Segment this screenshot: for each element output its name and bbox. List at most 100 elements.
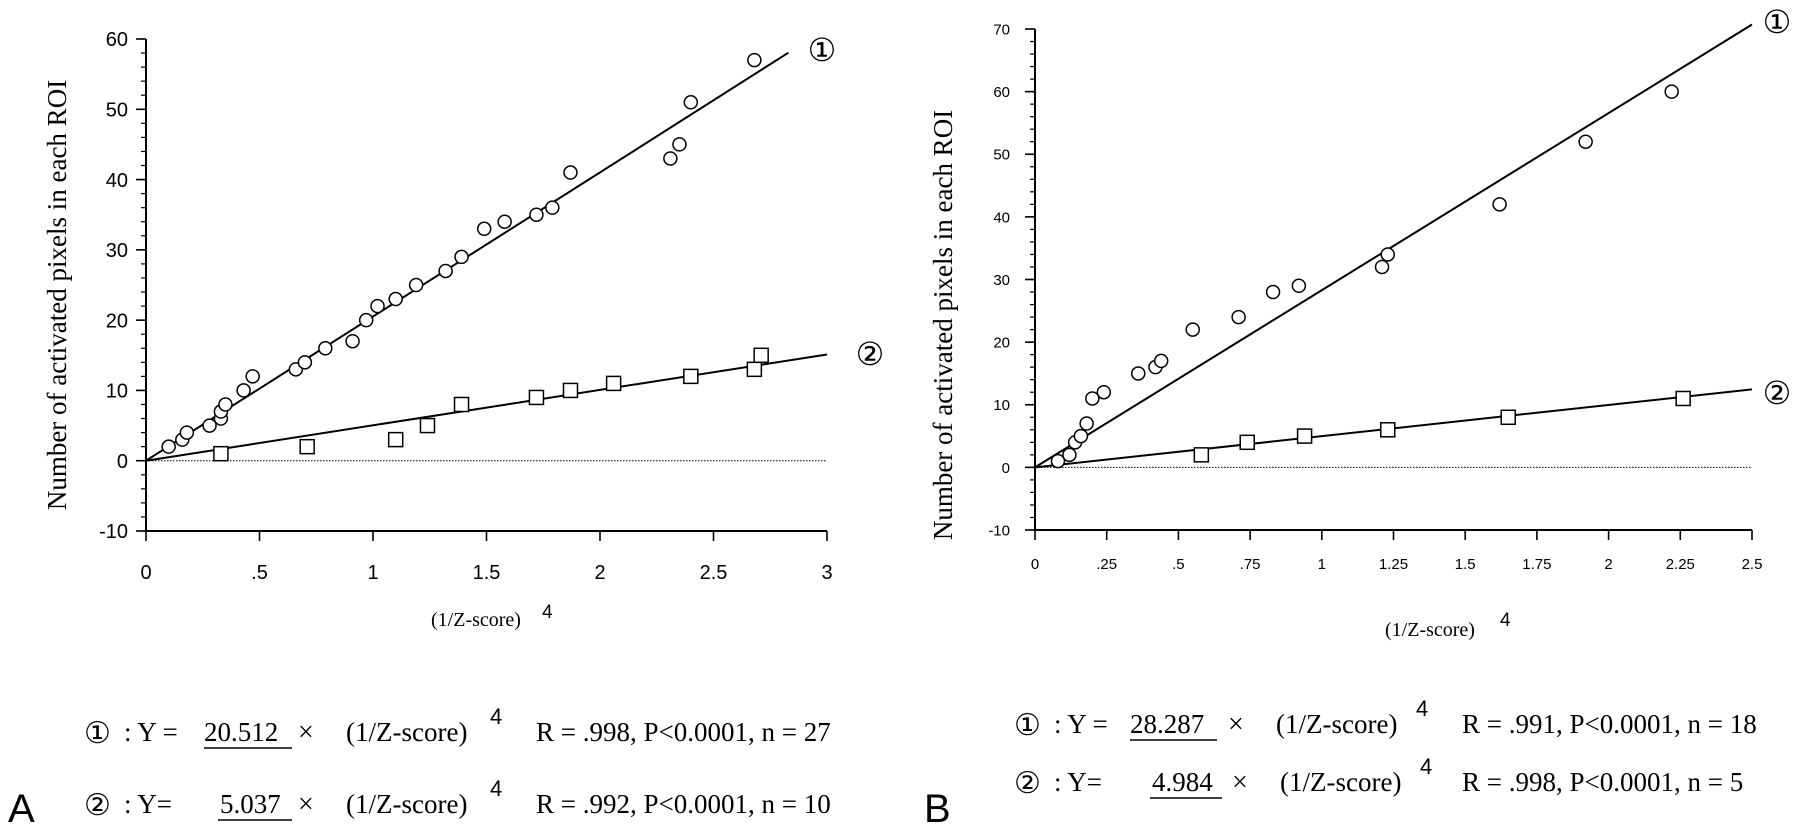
eq-a2-exponent: 4 bbox=[490, 776, 502, 801]
data-point-circle bbox=[1492, 197, 1507, 212]
x-tick-label: 2 bbox=[594, 562, 605, 584]
chart-b-axes bbox=[1025, 28, 1753, 540]
y-tick-label: 20 bbox=[106, 310, 128, 332]
data-point-circle bbox=[497, 214, 512, 229]
x-tick-label: 3 bbox=[821, 562, 832, 584]
x-tick-label: 1 bbox=[1318, 556, 1326, 573]
eq-a1-times: × bbox=[298, 717, 314, 748]
data-point-circle bbox=[345, 333, 360, 349]
data-point-square bbox=[1296, 428, 1313, 444]
chart-a-x-axis-label-exponent: 4 bbox=[542, 602, 553, 623]
y-tick-label: 0 bbox=[117, 451, 128, 473]
data-point-square bbox=[299, 438, 315, 455]
data-point-square bbox=[1380, 422, 1396, 438]
data-point-circle bbox=[1380, 247, 1396, 262]
data-point-square bbox=[528, 389, 545, 406]
eq-a2-coefficient: 5.037 bbox=[220, 789, 281, 819]
eq-b2-times: × bbox=[1232, 767, 1248, 798]
data-point-square bbox=[419, 417, 436, 434]
data-point-square bbox=[453, 396, 470, 413]
data-point-circle bbox=[529, 207, 544, 222]
data-point-circle bbox=[297, 355, 313, 370]
data-point-circle bbox=[161, 439, 176, 454]
data-point-square bbox=[562, 382, 579, 399]
y-tick-label: 20 bbox=[993, 335, 1010, 352]
chart-b-line1-marker: ① bbox=[1763, 4, 1792, 40]
x-tick-label: 1.25 bbox=[1379, 556, 1408, 573]
eq-b2-exponent: 4 bbox=[1420, 754, 1432, 779]
data-point-circle bbox=[245, 369, 260, 384]
chart-b-tick-labels: -10 0 10 20 30 40 50 60 70 0 .25 .5 .75 1 1.25 1.5 1.75 2… bbox=[988, 21, 1762, 573]
chart-a-axes bbox=[136, 38, 828, 541]
data-point-square bbox=[1675, 390, 1691, 407]
x-tick-label: 0 bbox=[140, 562, 151, 584]
data-point-circle bbox=[663, 151, 678, 166]
data-point-square bbox=[746, 361, 763, 378]
data-point-circle bbox=[683, 95, 699, 110]
panel-a-letter: A bbox=[8, 787, 35, 831]
data-point-circle bbox=[454, 249, 469, 265]
y-tick-label: 50 bbox=[993, 147, 1010, 164]
eq-a2-times: × bbox=[298, 789, 314, 820]
data-point-circle bbox=[1096, 384, 1112, 400]
eq-a1-variable: (1/Z-score) bbox=[346, 717, 467, 747]
data-point-circle bbox=[1073, 428, 1089, 444]
chart-a-fit-lines bbox=[145, 51, 828, 462]
chart-a-line2-marker: ② bbox=[856, 336, 885, 372]
data-point-square bbox=[1500, 409, 1516, 426]
y-tick-label: 10 bbox=[106, 381, 128, 403]
x-tick-label: .5 bbox=[251, 562, 268, 584]
x-tick-label: 1.75 bbox=[1522, 556, 1551, 573]
data-point-circle bbox=[408, 277, 424, 293]
data-point-circle bbox=[1062, 447, 1077, 463]
eq-b1-lhs: : Y = bbox=[1054, 709, 1108, 739]
eq-a1-coefficient: 20.512 bbox=[204, 717, 278, 747]
x-tick-label: .25 bbox=[1096, 556, 1117, 573]
eq-b1-marker: ① bbox=[1014, 709, 1041, 742]
eq-b1-stats: R = .991, P<0.0001, n = 18 bbox=[1462, 709, 1757, 739]
eq-a1-marker: ① bbox=[84, 717, 111, 750]
eq-b2-lhs: : Y= bbox=[1054, 767, 1102, 797]
eq-a1-stats: R = .998, P<0.0001, n = 27 bbox=[536, 717, 831, 747]
data-point-circle bbox=[1231, 309, 1246, 325]
data-point-square bbox=[213, 445, 229, 462]
data-point-circle bbox=[1664, 84, 1679, 99]
data-point-square bbox=[387, 431, 404, 448]
data-point-circle bbox=[1130, 366, 1146, 381]
data-point-circle bbox=[1185, 322, 1200, 337]
x-tick-label: 1 bbox=[367, 562, 378, 584]
data-point-circle bbox=[318, 341, 333, 356]
y-tick-label: 50 bbox=[106, 99, 128, 121]
data-point-circle bbox=[388, 291, 403, 307]
eq-a2-stats: R = .992, P<0.0001, n = 10 bbox=[536, 789, 831, 819]
data-point-circle bbox=[476, 221, 492, 237]
y-tick-label: 70 bbox=[993, 21, 1010, 38]
data-point-circle bbox=[358, 312, 374, 328]
data-point-circle bbox=[370, 298, 385, 314]
data-point-circle bbox=[1153, 353, 1169, 369]
data-point-circle bbox=[1291, 278, 1307, 294]
chart-b-line2-marker: ② bbox=[1763, 375, 1792, 411]
x-tick-label: .5 bbox=[1172, 556, 1185, 573]
x-tick-label: 0 bbox=[1031, 556, 1039, 573]
data-point-circle bbox=[202, 418, 217, 433]
data-point-circle bbox=[179, 425, 195, 440]
y-tick-label: 10 bbox=[993, 397, 1010, 414]
eq-a2-variable: (1/Z-score) bbox=[346, 789, 467, 819]
x-tick-label: 2.5 bbox=[1742, 556, 1763, 573]
eq-b1-variable: (1/Z-score) bbox=[1276, 709, 1397, 739]
x-tick-label: 1.5 bbox=[1455, 556, 1476, 573]
data-point-circle bbox=[1374, 259, 1390, 275]
eq-b2-stats: R = .998, P<0.0001, n = 5 bbox=[1462, 767, 1743, 797]
data-point-circle bbox=[1265, 284, 1281, 300]
fit-line-series-2 bbox=[145, 353, 828, 462]
eq-a1-exponent: 4 bbox=[490, 704, 502, 729]
chart-b-x-axis-label: (1/Z-score) bbox=[1385, 619, 1475, 641]
data-point-circle bbox=[218, 397, 233, 412]
data-point-circle bbox=[747, 52, 762, 68]
eq-b1-exponent: 4 bbox=[1416, 696, 1428, 721]
eq-a2-marker: ② bbox=[84, 789, 111, 822]
data-point-circle bbox=[1079, 416, 1094, 431]
eq-b1-coefficient: 28.287 bbox=[1130, 709, 1204, 739]
